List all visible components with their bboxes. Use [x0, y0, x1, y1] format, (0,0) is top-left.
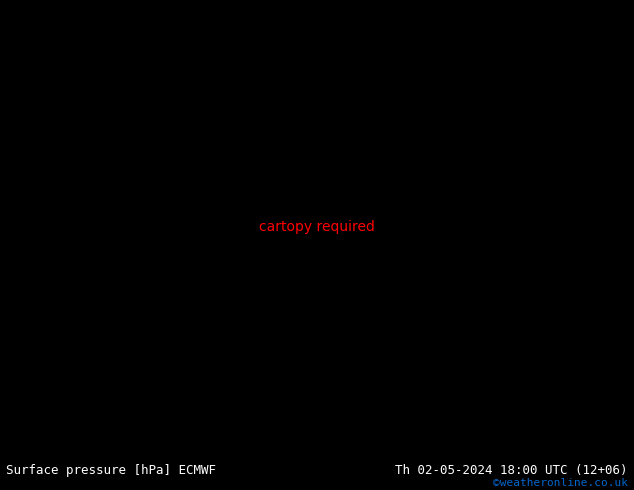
Text: Surface pressure [hPa] ECMWF: Surface pressure [hPa] ECMWF [6, 464, 216, 477]
Text: cartopy required: cartopy required [259, 220, 375, 234]
Text: ©weatheronline.co.uk: ©weatheronline.co.uk [493, 478, 628, 488]
Text: Th 02-05-2024 18:00 UTC (12+06): Th 02-05-2024 18:00 UTC (12+06) [395, 464, 628, 477]
